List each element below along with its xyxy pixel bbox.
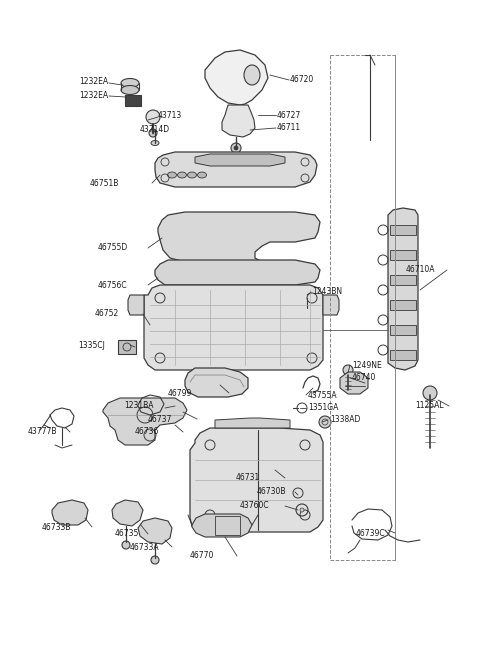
Ellipse shape — [121, 79, 139, 88]
Ellipse shape — [197, 172, 206, 178]
Bar — [390, 225, 416, 235]
Text: 46739C: 46739C — [356, 529, 385, 538]
Circle shape — [122, 541, 130, 549]
Text: 46733B: 46733B — [42, 523, 72, 531]
Ellipse shape — [168, 172, 177, 178]
Circle shape — [149, 129, 157, 137]
Text: 46710A: 46710A — [406, 265, 435, 274]
Text: 1231BA: 1231BA — [124, 402, 154, 411]
Polygon shape — [215, 418, 290, 428]
Polygon shape — [138, 518, 172, 544]
Text: 46756C: 46756C — [98, 280, 128, 290]
Text: 1335CJ: 1335CJ — [78, 341, 105, 350]
Text: 46727: 46727 — [277, 111, 301, 119]
Text: 1232EA: 1232EA — [79, 90, 108, 100]
Text: 1232EA: 1232EA — [79, 77, 108, 86]
Text: 46735: 46735 — [115, 529, 139, 538]
Text: 43755A: 43755A — [308, 390, 337, 400]
Circle shape — [423, 386, 437, 400]
Circle shape — [343, 365, 353, 375]
Polygon shape — [205, 50, 268, 105]
Bar — [125, 95, 141, 106]
Bar — [390, 350, 416, 360]
Circle shape — [146, 110, 160, 124]
Text: 46736: 46736 — [135, 428, 159, 436]
Circle shape — [231, 143, 241, 153]
Circle shape — [319, 416, 331, 428]
Text: 43760C: 43760C — [240, 502, 270, 510]
Text: 46755D: 46755D — [98, 244, 128, 252]
Polygon shape — [190, 428, 323, 532]
Text: 46770: 46770 — [190, 552, 215, 561]
Polygon shape — [155, 152, 317, 187]
Polygon shape — [185, 368, 248, 397]
Bar — [118, 340, 136, 354]
Polygon shape — [222, 105, 255, 137]
Text: 46733A: 46733A — [130, 542, 160, 552]
Text: 46720: 46720 — [290, 75, 314, 84]
Bar — [390, 325, 416, 335]
Circle shape — [151, 556, 159, 564]
Text: 43713: 43713 — [158, 111, 182, 121]
Polygon shape — [340, 372, 368, 394]
Polygon shape — [195, 154, 285, 166]
Text: 1338AD: 1338AD — [330, 415, 360, 424]
Text: 1125AL: 1125AL — [415, 402, 444, 411]
Text: 46752: 46752 — [95, 310, 119, 318]
Text: 43714D: 43714D — [140, 124, 170, 134]
Text: 46751B: 46751B — [90, 179, 120, 187]
Polygon shape — [52, 500, 88, 525]
Circle shape — [234, 146, 238, 150]
Polygon shape — [158, 212, 320, 262]
Polygon shape — [192, 514, 252, 537]
Polygon shape — [155, 260, 320, 285]
Polygon shape — [128, 295, 144, 315]
Text: 46799: 46799 — [168, 388, 192, 398]
Bar — [390, 250, 416, 260]
Polygon shape — [103, 398, 187, 445]
Bar — [390, 300, 416, 310]
Bar — [390, 275, 416, 285]
Text: 46737: 46737 — [148, 415, 172, 424]
Ellipse shape — [300, 508, 304, 512]
Text: 46740: 46740 — [352, 373, 376, 383]
Ellipse shape — [121, 86, 139, 94]
Text: 43777B: 43777B — [28, 428, 58, 436]
Text: 1351GA: 1351GA — [308, 403, 338, 413]
Ellipse shape — [244, 65, 260, 85]
Ellipse shape — [151, 141, 159, 145]
Polygon shape — [112, 500, 143, 526]
Polygon shape — [144, 285, 323, 370]
Polygon shape — [323, 295, 339, 315]
Text: 1243BN: 1243BN — [312, 288, 342, 297]
Bar — [215, 516, 240, 535]
Text: 46711: 46711 — [277, 124, 301, 132]
Text: 46731: 46731 — [236, 474, 260, 483]
Ellipse shape — [178, 172, 187, 178]
Ellipse shape — [188, 172, 196, 178]
Text: 1249NE: 1249NE — [352, 360, 382, 369]
Text: 46730B: 46730B — [257, 487, 287, 496]
Polygon shape — [388, 208, 418, 370]
